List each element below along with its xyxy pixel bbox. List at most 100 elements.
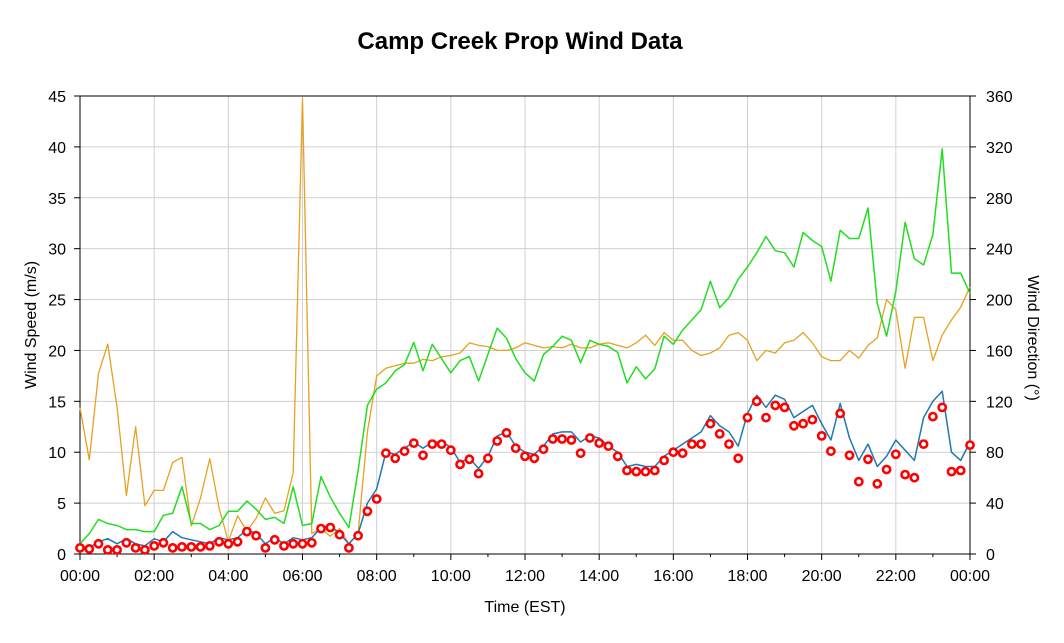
wind-speed-point <box>84 544 95 554</box>
wind-speed-point <box>844 450 855 461</box>
y-tick-label: 30 <box>48 242 66 259</box>
wind-speed-point <box>612 451 623 462</box>
wind-speed-point <box>872 478 883 489</box>
wind-speed-point <box>705 418 716 429</box>
wind-speed-point <box>566 435 577 445</box>
wind-speed-point <box>279 541 289 551</box>
wind-speed-point <box>863 454 873 465</box>
wind-speed-point <box>918 439 929 449</box>
wind-speed-point <box>251 530 261 541</box>
wind-speed-point <box>436 439 447 449</box>
x-axis-label: Time (EST) <box>484 599 565 616</box>
wind-speed-point <box>75 543 85 553</box>
wind-speed-point <box>399 446 410 457</box>
y-tick-label: 35 <box>48 191 66 208</box>
wind-speed-point <box>473 468 484 479</box>
y2-axis-label: Wind Direction (°) <box>1024 275 1041 401</box>
y2-tick-label: 320 <box>986 140 1013 157</box>
wind-speed-point <box>640 466 651 477</box>
wind-speed-point <box>779 402 790 413</box>
y2-tick-label: 40 <box>986 496 1004 513</box>
wind-speed-point <box>306 537 317 548</box>
wind-speed-point <box>724 439 734 449</box>
wind-speed-point <box>112 545 122 555</box>
wind-speed-point <box>158 537 169 548</box>
wind-speed-point <box>761 412 771 423</box>
y-tick-label: 40 <box>48 140 66 157</box>
wind-speed-point <box>677 448 688 459</box>
wind-speed-point <box>789 420 799 431</box>
wind-speed-point <box>149 541 160 551</box>
x-tick-label: 00:00 <box>950 568 990 585</box>
wind-speed-point <box>853 476 864 487</box>
x-tick-label: 02:00 <box>134 568 174 585</box>
wind-speed-point <box>631 466 642 477</box>
wind-speed-point <box>594 438 605 448</box>
x-tick-label: 16:00 <box>653 568 693 585</box>
y2-tick-label: 80 <box>986 445 1004 462</box>
wind-speed-point <box>807 414 818 425</box>
wind-speed-point <box>316 523 326 534</box>
wind-speed-point <box>585 433 595 443</box>
wind-speed-point <box>455 459 465 470</box>
wind-speed-point <box>946 466 957 477</box>
wind-speed-point <box>177 542 187 552</box>
x-tick-label: 12:00 <box>505 568 545 585</box>
y-tick-label: 20 <box>48 343 66 360</box>
wind-speed-point <box>770 400 781 411</box>
y2-tick-label: 0 <box>986 547 995 564</box>
y2-tick-label: 160 <box>986 343 1013 360</box>
y-tick-label: 10 <box>48 445 66 462</box>
wind-speed-point <box>482 453 493 464</box>
wind-speed-point <box>649 465 660 476</box>
y2-tick-label: 280 <box>986 191 1013 208</box>
wind-speed-point <box>816 430 827 441</box>
x-tick-label: 18:00 <box>727 568 767 585</box>
wind-speed-point <box>167 543 178 553</box>
wind-speed-point <box>204 541 215 551</box>
wind-speed-point <box>269 534 280 545</box>
wind-speed-point <box>714 428 725 439</box>
wind-speed-point <box>353 530 363 541</box>
grid <box>80 96 970 554</box>
x-tick-label: 08:00 <box>357 568 397 585</box>
wind-speed-point <box>751 396 762 407</box>
wind-speed-point <box>186 542 197 552</box>
wind-speed-point <box>622 465 632 476</box>
chart-title: Camp Creek Prop Wind Data <box>357 28 683 55</box>
wind-speed-point <box>742 412 753 423</box>
wind-speed-point <box>418 450 428 461</box>
wind-speed-point <box>501 427 512 438</box>
wind-speed-point <box>408 438 419 448</box>
wind-speed-point <box>139 545 150 555</box>
wind-speed-point <box>575 448 586 459</box>
y2-tick-label: 120 <box>986 394 1013 411</box>
wind-speed-point <box>464 454 475 465</box>
wind-speed-point <box>890 449 901 460</box>
x-tick-label: 04:00 <box>208 568 248 585</box>
wind-speed-point <box>826 446 836 457</box>
wind-speed-point <box>121 537 132 548</box>
y-tick-label: 5 <box>57 496 66 513</box>
wind-speed-point <box>928 411 938 422</box>
wind-speed-point <box>603 441 614 451</box>
wind-speed-point <box>538 444 549 455</box>
wind-speed-point <box>733 453 744 464</box>
wind-speed-point <box>325 522 336 533</box>
wind-speed-point <box>510 443 521 454</box>
wind-speed-point <box>798 418 808 429</box>
wind-speed-point <box>909 472 920 483</box>
wind-speed-point <box>362 506 373 517</box>
wind-speed-point <box>195 542 206 552</box>
wind-speed-point <box>668 447 679 458</box>
wind-speed-point <box>390 453 401 464</box>
x-tick-label: 20:00 <box>802 568 842 585</box>
wind-speed-point <box>937 402 948 413</box>
wind-speed-point <box>965 440 975 450</box>
series-layer <box>75 97 975 555</box>
axes: 00:00 02:00 04:00 06:00 08:00 10:00 12:00 14:00… <box>48 89 1013 585</box>
wind-speed-point <box>557 434 567 444</box>
x-tick-label: 14:00 <box>579 568 619 585</box>
y2-tick-label: 240 <box>986 242 1013 259</box>
